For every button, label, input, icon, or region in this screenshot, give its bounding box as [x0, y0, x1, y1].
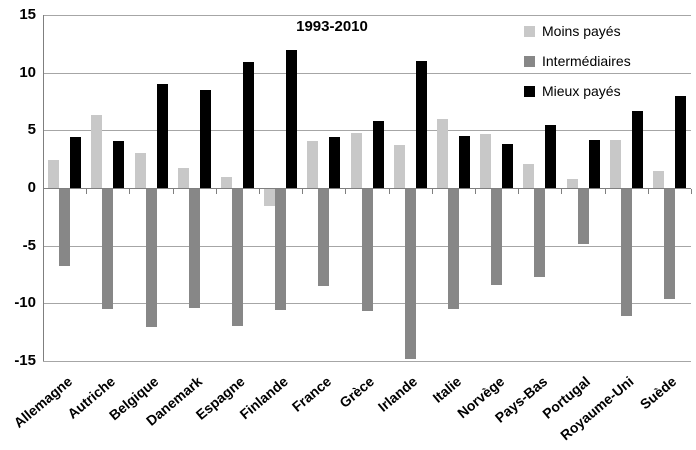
bar-moins-payes [350, 132, 362, 188]
bar-intermediaires [491, 189, 503, 285]
legend-swatch [524, 85, 535, 97]
y-axis-label: 5 [27, 121, 36, 138]
legend-item: Mieux payés [524, 76, 631, 106]
x-axis-tick [388, 189, 390, 194]
bar-moins-payes [134, 153, 146, 188]
x-axis-label: Allemagne [10, 373, 75, 431]
bar-moins-payes [523, 163, 535, 188]
x-axis-tick [647, 189, 649, 194]
gridline [43, 15, 691, 16]
bar-moins-payes [48, 160, 60, 188]
x-axis-tick [475, 189, 476, 194]
bar-intermediaires [404, 189, 416, 359]
bar-mieux-payes [588, 139, 600, 188]
bar-moins-payes [177, 168, 189, 188]
bar-mieux-payes [70, 137, 82, 188]
bar-mieux-payes [113, 140, 125, 188]
bar-mieux-payes [242, 62, 254, 188]
bar-mieux-payes [415, 61, 427, 188]
x-axis-tick [431, 189, 433, 194]
legend-item: Moins payés [524, 16, 631, 46]
x-axis-tick [561, 189, 563, 194]
bar-mieux-payes [545, 124, 557, 188]
bar-moins-payes [220, 176, 232, 188]
bar-moins-payes [307, 140, 319, 188]
legend: Moins payés Intermédiaires Mieux payés [524, 16, 631, 106]
bar-intermediaires [102, 189, 114, 309]
bar-moins-payes [652, 170, 664, 188]
bar-moins-payes [480, 133, 492, 188]
bar-intermediaires [145, 189, 157, 328]
bar-intermediaires [620, 189, 632, 316]
x-axis-tick [259, 189, 260, 194]
bar-mieux-payes [631, 110, 643, 188]
bar-intermediaires [534, 189, 546, 277]
y-axis-label: -10 [14, 294, 36, 311]
y-axis-label: -5 [22, 237, 36, 254]
bar-moins-payes [436, 118, 448, 188]
x-axis-tick [691, 189, 692, 194]
bar-intermediaires [361, 189, 373, 312]
bar-mieux-payes [329, 137, 341, 188]
legend-label: Moins payés [542, 23, 621, 39]
bar-moins-payes [393, 145, 405, 188]
bar-mieux-payes [199, 90, 211, 188]
y-axis-label: 15 [19, 6, 36, 23]
bar-intermediaires [275, 189, 287, 311]
x-axis-tick [215, 189, 217, 194]
x-axis-tick [172, 189, 174, 194]
x-axis-label: Grèce [336, 373, 378, 411]
bar-mieux-payes [458, 136, 470, 188]
x-axis-tick [129, 189, 131, 194]
bar-intermediaires [59, 189, 71, 267]
chart-title: 1993-2010 [296, 18, 368, 35]
legend-label: Intermédiaires [542, 53, 631, 69]
y-axis-line [43, 15, 44, 361]
x-axis-tick [302, 189, 304, 194]
bar-moins-payes [91, 115, 103, 188]
legend-swatch [524, 55, 535, 67]
y-axis-label: -15 [14, 352, 36, 369]
bar-intermediaires [188, 189, 200, 308]
y-axis-label: 0 [27, 179, 36, 196]
bar-mieux-payes [156, 84, 168, 188]
bar-intermediaires [447, 189, 459, 309]
legend-label: Mieux payés [542, 83, 621, 99]
x-axis-label: France [288, 373, 335, 415]
x-axis-line [43, 188, 691, 189]
bar-moins-payes [264, 189, 276, 207]
bar-intermediaires [231, 189, 243, 327]
bar-intermediaires [318, 189, 330, 286]
x-axis-tick [345, 189, 347, 194]
gridline [43, 73, 691, 74]
bar-mieux-payes [372, 121, 384, 188]
x-axis-tick [518, 189, 520, 194]
bar-mieux-payes [674, 95, 686, 188]
x-axis-label: Suède [637, 373, 680, 413]
x-axis-tick [604, 189, 606, 194]
y-axis-label: 10 [19, 64, 36, 81]
bar-mieux-payes [502, 144, 514, 188]
bar-moins-payes [609, 139, 621, 188]
bar-intermediaires [663, 189, 675, 299]
x-axis-label: Italie [428, 373, 464, 406]
bar-intermediaires [577, 189, 589, 245]
gridline [43, 130, 691, 131]
bar-mieux-payes [286, 49, 298, 188]
legend-item: Intermédiaires [524, 46, 631, 76]
legend-swatch [524, 25, 535, 37]
x-axis-label: Finlande [236, 373, 291, 423]
gridline [43, 361, 691, 362]
x-axis-label: Irlande [375, 373, 421, 415]
x-axis-tick [86, 189, 88, 194]
bar-moins-payes [566, 178, 578, 188]
